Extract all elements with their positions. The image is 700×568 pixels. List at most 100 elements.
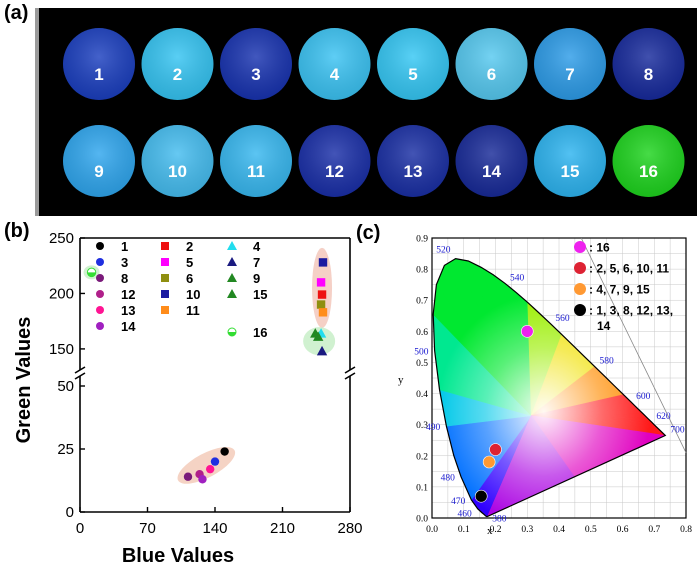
marker-circle bbox=[96, 306, 104, 314]
c-y-tick-label: 0.4 bbox=[416, 390, 428, 400]
b-point-11 bbox=[318, 308, 328, 317]
b-legend-item-2: 2 bbox=[161, 239, 193, 254]
marker-circle bbox=[198, 475, 207, 484]
b-legend-item-7: 7 bbox=[227, 255, 260, 270]
well-shade bbox=[455, 125, 528, 197]
b-legend-label: 14 bbox=[121, 319, 136, 334]
b-legend-label: 8 bbox=[121, 271, 128, 286]
b-legend-label: 15 bbox=[253, 287, 267, 302]
marker-triangle bbox=[227, 257, 237, 266]
c-plot-border bbox=[431, 237, 687, 519]
well-4: 4 bbox=[298, 28, 371, 100]
b-legend-item-12: 12 bbox=[96, 287, 135, 302]
well-shade bbox=[63, 28, 135, 100]
b-legend-item-9: 9 bbox=[227, 271, 260, 286]
c-legend-text: 1, 3, 8, 12, 13, bbox=[596, 304, 673, 318]
marker-triangle bbox=[227, 289, 237, 298]
b-point-16 bbox=[86, 267, 97, 278]
c-wavelength-label: 600 bbox=[636, 392, 651, 402]
c-x-tick-label: 0.6 bbox=[617, 525, 629, 535]
b-x-axis-label: Blue Values bbox=[122, 545, 234, 567]
well-1: 1 bbox=[63, 28, 135, 100]
b-x-tick-label: 280 bbox=[337, 520, 362, 537]
c-legend-text-line2: 14 bbox=[597, 319, 611, 333]
well-2: 2 bbox=[141, 28, 214, 100]
marker-circle bbox=[220, 447, 229, 456]
c-x-tick-label: 0.2 bbox=[490, 525, 502, 535]
b-legend-item-13: 13 bbox=[96, 303, 135, 318]
c-y-tick-label: 0.1 bbox=[416, 483, 428, 493]
well-shade bbox=[298, 28, 371, 100]
well-number: 1 bbox=[94, 65, 103, 84]
b-legend-label: 13 bbox=[121, 303, 135, 318]
well-5: 5 bbox=[377, 28, 449, 100]
marker-circle bbox=[96, 290, 104, 298]
b-x-tick-label: 140 bbox=[202, 520, 227, 537]
well-7: 7 bbox=[534, 28, 606, 100]
marker-circle bbox=[96, 274, 104, 282]
b-cluster-teal-highlight bbox=[303, 327, 336, 356]
marker-triangle bbox=[227, 273, 237, 282]
well-3: 3 bbox=[220, 28, 292, 100]
b-point-10 bbox=[318, 258, 328, 267]
c-y-tick-label: 0.2 bbox=[416, 452, 428, 462]
c-wavelength-label: 540 bbox=[510, 273, 525, 283]
c-wavelength-label: 700 bbox=[670, 426, 685, 436]
b-legend-item-10: 10 bbox=[161, 287, 200, 302]
c-x-tick-label: 0.7 bbox=[648, 525, 660, 535]
panel-a-label: (a) bbox=[4, 2, 29, 24]
c-y-tick-label: 0.7 bbox=[416, 297, 428, 307]
well-number: 13 bbox=[404, 162, 423, 181]
b-point-5 bbox=[316, 278, 326, 287]
c-legend-label: : 2, 5, 6, 10, 11 bbox=[589, 262, 669, 276]
c-legend-label: : 1, 3, 8, 12, 13, bbox=[589, 304, 673, 318]
b-legend-label: 7 bbox=[253, 255, 260, 270]
b-axis-break-mark bbox=[344, 372, 356, 380]
well-shade bbox=[63, 125, 135, 197]
marker-circle bbox=[96, 242, 104, 250]
b-point-7 bbox=[316, 345, 328, 356]
b-y-tick-label: 25 bbox=[57, 441, 74, 458]
b-axis-break-mark bbox=[344, 366, 356, 374]
c-y-tick-label: 0.3 bbox=[416, 421, 428, 431]
well-16: 16 bbox=[612, 125, 685, 197]
well-13: 13 bbox=[377, 125, 449, 197]
b-x-tick-label: 70 bbox=[139, 520, 156, 537]
b-legend-label: 4 bbox=[253, 239, 261, 254]
well-number: 6 bbox=[487, 65, 496, 84]
marker-half-circle bbox=[86, 267, 97, 278]
c-wavelength-label: 470 bbox=[451, 497, 466, 507]
c-legend-item-3: : 4, 7, 9, 15 bbox=[574, 283, 650, 297]
marker-triangle bbox=[312, 331, 324, 341]
b-point-14 bbox=[198, 475, 207, 484]
c-legend-marker bbox=[574, 283, 586, 295]
b-y-tick-label: 150 bbox=[49, 341, 74, 358]
well-shade bbox=[220, 125, 292, 197]
b-legend-label: 5 bbox=[186, 255, 193, 270]
b-legend-item-5: 5 bbox=[161, 255, 193, 270]
well-number: 14 bbox=[482, 162, 501, 181]
b-point-8 bbox=[183, 472, 193, 481]
c-legend-text: 4, 7, 9, 15 bbox=[596, 283, 650, 297]
b-y-tick-label: 0 bbox=[66, 504, 74, 521]
marker-square bbox=[316, 300, 326, 309]
c-x-tick-label: 0.1 bbox=[458, 525, 470, 535]
well-number: 10 bbox=[168, 162, 187, 181]
b-point-13 bbox=[205, 464, 215, 474]
marker-triangle bbox=[316, 345, 328, 356]
well-number: 16 bbox=[639, 162, 658, 181]
b-legend-item-3: 3 bbox=[96, 255, 128, 270]
marker-circle bbox=[205, 464, 215, 474]
b-point-3 bbox=[210, 457, 220, 466]
c-legend-label: : 4, 7, 9, 15 bbox=[589, 283, 650, 297]
c-spectral-locus bbox=[432, 257, 667, 518]
c-x-tick-label: 0.5 bbox=[585, 525, 597, 535]
b-axis-break-mark bbox=[74, 372, 86, 380]
c-point-3 bbox=[482, 455, 496, 469]
b-legend-item-14: 14 bbox=[96, 319, 136, 334]
well-9: 9 bbox=[63, 125, 135, 197]
marker-square bbox=[317, 290, 327, 299]
well-shade bbox=[455, 28, 528, 100]
c-legend-marker bbox=[574, 262, 586, 274]
